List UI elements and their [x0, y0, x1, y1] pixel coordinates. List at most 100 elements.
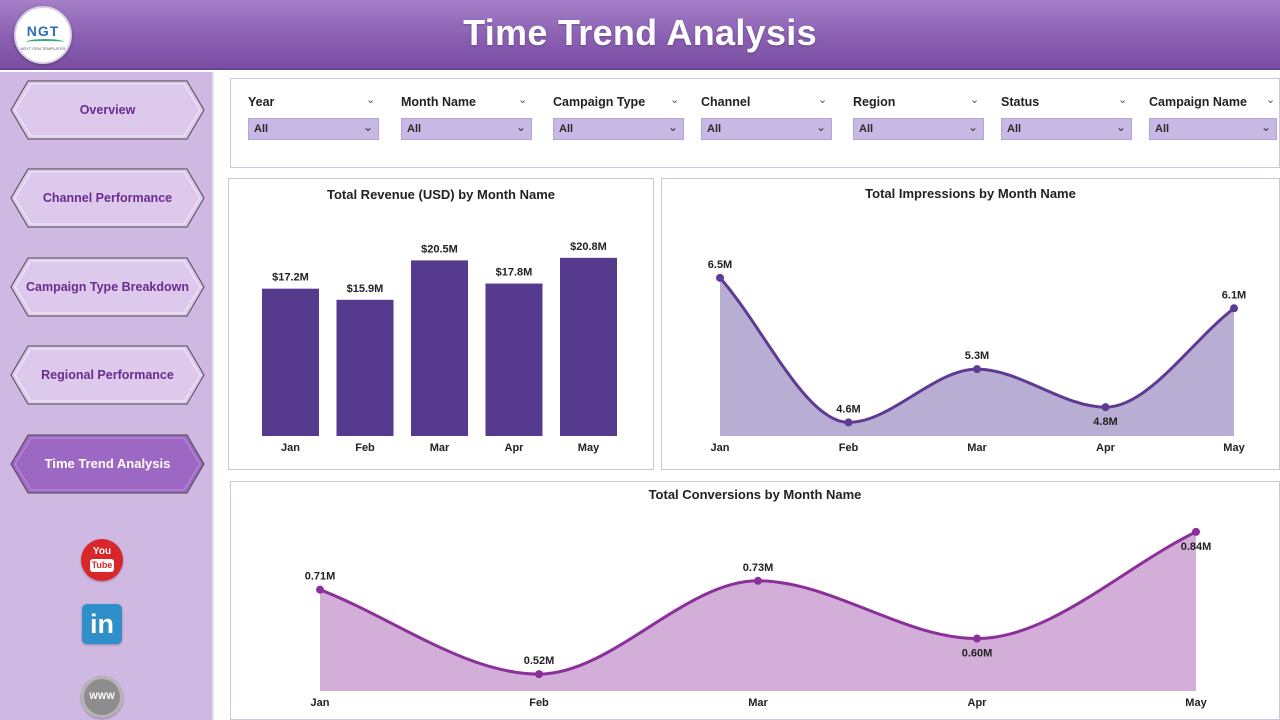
impressions-point: [1230, 304, 1238, 313]
filter-panel: Year ⌄ All ⌄ Month Name ⌄ All ⌄ Campaign…: [230, 78, 1280, 168]
filter-campaign-name-dropdown[interactable]: All ⌄: [1149, 118, 1277, 140]
nav-button-shape: [10, 80, 205, 140]
conversions-data-label: 0.71M: [305, 571, 336, 583]
nav-time-trend-analysis-button[interactable]: Time Trend Analysis: [10, 434, 205, 494]
chevron-down-icon: ⌄: [362, 120, 373, 134]
nav-overview-button[interactable]: Overview: [10, 80, 205, 140]
impressions-data-label: 4.8M: [1093, 416, 1117, 428]
nav-label: Regional Performance: [41, 368, 174, 382]
filter-year-dropdown[interactable]: All ⌄: [248, 118, 379, 140]
impressions-data-label: 5.3M: [965, 350, 989, 362]
x-tick-label: Jan: [281, 442, 300, 454]
filter-value: All: [707, 123, 722, 135]
impressions-chart-panel: Total Impressions by Month Name 6.5M Jan 4…: [661, 178, 1280, 470]
conversions-area-fill: [320, 531, 1196, 691]
nav-campaign-type-breakdown-button[interactable]: Campaign Type Breakdown: [10, 257, 205, 317]
impressions-data-label: 4.6M: [836, 403, 860, 415]
revenue-data-label: $17.2M: [272, 272, 309, 284]
nav-button-shape: [10, 345, 205, 405]
filter-value: All: [859, 123, 874, 135]
filter-value: All: [559, 123, 574, 135]
nav-regional-performance-button[interactable]: Regional Performance: [10, 345, 205, 405]
page-title: Time Trend Analysis: [463, 12, 817, 53]
filter-label: Channel: [701, 95, 751, 109]
x-tick-label: May: [578, 442, 600, 454]
nav-label: Time Trend Analysis: [44, 456, 171, 471]
filter-label: Year: [248, 95, 275, 109]
header-bar: NGT NEXT GEN TEMPLATES Time Trend Analys…: [0, 0, 1280, 70]
x-tick-label: Mar: [430, 442, 450, 454]
filter-label: Campaign Type: [553, 95, 646, 109]
logo-text: NGT: [26, 23, 60, 39]
filter-campaign-type-dropdown[interactable]: All ⌄: [553, 118, 684, 140]
conversions-area-chart: 0.71M Jan 0.52M Feb 0.73M Mar 0.60M Apr 0.84M May: [305, 527, 1211, 709]
website-globe-icon[interactable]: WWW: [81, 676, 123, 718]
revenue-data-label: $17.8M: [496, 267, 533, 279]
revenue-bar: [485, 283, 543, 436]
revenue-chart-panel: Total Revenue (USD) by Month Name $17.2M…: [228, 178, 654, 470]
x-tick-label: May: [1223, 442, 1245, 454]
conversions-chart-panel: Total Conversions by Month Name 0.71M Jan…: [230, 481, 1280, 720]
chevron-down-icon[interactable]: ⌄: [1118, 94, 1128, 106]
logo-tagline: NEXT GEN TEMPLATES: [20, 46, 66, 51]
filter-label: Month Name: [401, 95, 476, 109]
filter-channel-dropdown[interactable]: All ⌄: [701, 118, 832, 140]
filter-region-dropdown[interactable]: All ⌄: [853, 118, 984, 140]
impressions-area-fill: [720, 277, 1234, 436]
chevron-down-icon: ⌄: [967, 120, 978, 134]
nav-button-shape: [10, 434, 205, 494]
linkedin-icon[interactable]: in: [82, 604, 122, 644]
chevron-down-icon[interactable]: ⌄: [518, 94, 528, 106]
x-tick-label: Jan: [311, 697, 330, 709]
chevron-down-icon: ⌄: [515, 120, 526, 134]
nav-label: Overview: [79, 103, 136, 117]
filter-label: Status: [1001, 95, 1040, 109]
filter-label: Region: [853, 95, 896, 109]
impressions-point: [844, 418, 853, 427]
filter-value: All: [407, 123, 422, 135]
conversions-data-label: 0.60M: [962, 648, 993, 660]
filter-label: Campaign Name: [1149, 95, 1247, 109]
x-tick-label: Feb: [839, 442, 859, 454]
ngt-logo[interactable]: NGT NEXT GEN TEMPLATES: [14, 6, 72, 64]
website-text: WWW: [89, 691, 115, 701]
impressions-area-chart: 6.5M Jan 4.6M Feb 5.3M Mar 4.8M Apr 6.1M May: [708, 259, 1246, 454]
x-tick-label: May: [1185, 697, 1207, 709]
x-tick-label: Apr: [1096, 442, 1116, 454]
chevron-down-icon[interactable]: ⌄: [366, 94, 376, 106]
conversions-point: [754, 576, 762, 585]
nav-button-shape: [10, 168, 205, 228]
sidebar: Overview Channel Performance Campaign Ty…: [0, 72, 214, 720]
conversions-point: [1192, 527, 1200, 536]
revenue-bar: [560, 257, 617, 436]
conversions-point: [973, 634, 981, 643]
nav-channel-performance-button[interactable]: Channel Performance: [10, 168, 205, 228]
conversions-data-label: 0.52M: [524, 655, 555, 667]
chevron-down-icon[interactable]: ⌄: [1266, 94, 1276, 106]
youtube-text-bottom: Tube: [90, 559, 114, 572]
revenue-bar-chart: $17.2M Jan $15.9M Feb $20.5M Mar $17.8M Apr $20.…: [262, 241, 617, 454]
chevron-down-icon[interactable]: ⌄: [818, 94, 828, 106]
filter-value: All: [1007, 123, 1022, 135]
x-tick-label: Apr: [505, 442, 525, 454]
filter-month-name-dropdown[interactable]: All ⌄: [401, 118, 532, 140]
x-tick-label: Jan: [711, 442, 730, 454]
revenue-data-label: $20.5M: [421, 243, 458, 255]
filter-value: All: [254, 123, 269, 135]
youtube-text-top: You: [92, 546, 112, 557]
chart-title: Total Revenue (USD) by Month Name: [326, 187, 555, 202]
chevron-down-icon[interactable]: ⌄: [670, 94, 680, 106]
revenue-bar: [411, 260, 468, 436]
x-tick-label: Apr: [968, 697, 988, 709]
x-tick-label: Mar: [967, 442, 987, 454]
filter-value: All: [1155, 123, 1170, 135]
revenue-bar: [336, 299, 394, 436]
chevron-down-icon[interactable]: ⌄: [970, 94, 980, 106]
conversions-point: [535, 670, 543, 679]
youtube-icon[interactable]: You Tube: [81, 539, 123, 581]
chevron-down-icon: ⌄: [667, 120, 678, 134]
conversions-data-label: 0.73M: [743, 562, 774, 574]
impressions-data-label: 6.1M: [1222, 289, 1246, 301]
filter-status-dropdown[interactable]: All ⌄: [1001, 118, 1132, 140]
chart-title: Total Impressions by Month Name: [865, 186, 1076, 201]
